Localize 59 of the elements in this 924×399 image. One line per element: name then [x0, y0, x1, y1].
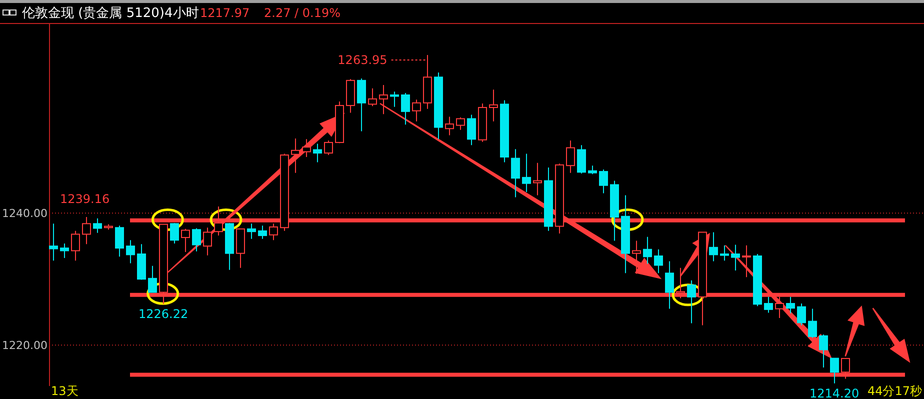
candlestick — [632, 240, 641, 274]
candlestick — [368, 88, 377, 107]
candlestick — [445, 116, 454, 136]
y-tick-label: 1240.00 — [2, 206, 48, 220]
candlestick — [456, 116, 465, 130]
candlestick — [764, 296, 773, 314]
candlestick — [247, 223, 256, 240]
candlestick — [412, 99, 421, 122]
candlestick — [148, 265, 157, 293]
candlestick — [830, 358, 839, 384]
candlestick — [566, 140, 575, 174]
candlestick — [324, 140, 333, 156]
candlestick — [687, 280, 696, 324]
candlestick — [357, 78, 366, 132]
candlestick — [577, 144, 586, 174]
candlestick — [467, 114, 476, 146]
candlestick — [379, 84, 388, 115]
candlestick — [786, 296, 795, 314]
annotation: 1239.16 — [60, 192, 110, 206]
candlestick — [115, 225, 124, 258]
candlestick — [170, 222, 179, 244]
candlestick — [511, 148, 520, 198]
annotation: 1263.95 — [338, 53, 388, 68]
candlestick — [71, 230, 80, 262]
candlestick — [302, 138, 311, 158]
candlestick — [599, 169, 608, 194]
candlestick — [401, 92, 410, 126]
candlestick — [489, 89, 498, 122]
candlestick — [258, 225, 267, 240]
candlestick — [126, 240, 135, 264]
candlestick — [93, 218, 102, 234]
candlestick — [291, 138, 300, 174]
candlestick — [181, 228, 190, 253]
candlestick — [313, 143, 322, 163]
candlestick — [720, 244, 729, 262]
text: 44分17秒 — [867, 384, 922, 398]
candlestick — [742, 244, 751, 278]
text: 2.27 / 0.19% — [264, 6, 341, 20]
candlestick — [49, 223, 58, 262]
candlestick — [203, 227, 212, 256]
annotation: 13天 — [51, 384, 78, 398]
candlestick — [192, 228, 201, 252]
y-tick-label: 1220.00 — [2, 338, 48, 352]
chart-title: 伦敦金现 (贵金属 5120)4小时 — [22, 6, 199, 21]
candlestick — [665, 260, 674, 310]
candlestick — [709, 232, 718, 262]
text: 1217.97 — [200, 6, 250, 20]
candlestick — [82, 216, 91, 245]
annotation: 1226.22 — [138, 307, 188, 322]
candlestick — [819, 334, 828, 368]
candlestick — [731, 244, 740, 272]
candlestick — [808, 308, 817, 338]
candlestick — [522, 153, 531, 192]
candlestick — [654, 248, 663, 274]
candlestick — [390, 91, 399, 108]
candlestick — [797, 303, 806, 326]
candlestick — [643, 236, 652, 264]
candlestick — [60, 242, 69, 258]
annotation: 1214.20 — [809, 386, 860, 399]
